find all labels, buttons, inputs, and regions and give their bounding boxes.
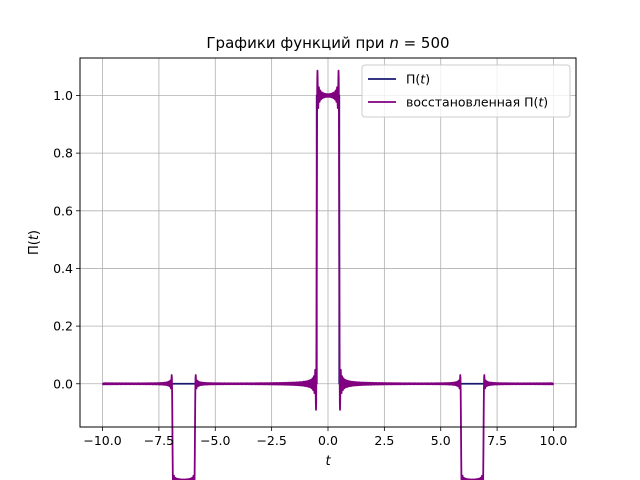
- legend: Π(t) восстановленная Π(t): [361, 64, 571, 118]
- x-tick-label: 10.0: [540, 433, 568, 448]
- grid: [80, 58, 576, 427]
- legend-box: [361, 64, 571, 118]
- x-axis-label: t: [325, 454, 331, 469]
- x-tick-label: 5.0: [431, 433, 451, 448]
- y-tick-label: 0.4: [53, 261, 73, 276]
- y-tick-label: 0.0: [53, 376, 73, 391]
- chart-title: Графики функций при n = 500: [206, 34, 449, 52]
- title-prefix: Графики функций при: [206, 34, 389, 52]
- y-axis-label: Π(t): [27, 230, 42, 255]
- y-tick-label: 0.2: [53, 319, 73, 334]
- x-tick-label: −5.0: [200, 433, 230, 448]
- x-tick-label: −7.5: [144, 433, 174, 448]
- x-tick-label: 7.5: [487, 433, 507, 448]
- y-tick-label: 1.0: [53, 88, 73, 103]
- x-tick-label: −2.5: [256, 433, 286, 448]
- legend-label-rect: Π(t): [406, 72, 430, 87]
- series-layer: [101, 69, 555, 480]
- x-tick-label: 2.5: [374, 433, 394, 448]
- y-tick-label: 0.8: [53, 146, 73, 161]
- title-suffix: = 500: [399, 34, 450, 52]
- x-tick-label: 0.0: [318, 433, 338, 448]
- y-tick-label: 0.6: [53, 203, 73, 218]
- legend-label-reconstructed: восстановленная Π(t): [406, 95, 548, 110]
- series-reconstructed-line: [101, 69, 555, 480]
- ticks: −10.0 −7.5 −5.0 −2.5 0.0 2.5 5.0 7.5 10.0 0.0 0.2 0…: [53, 88, 567, 448]
- title-var: n: [389, 34, 399, 52]
- x-tick-label: −10.0: [83, 433, 121, 448]
